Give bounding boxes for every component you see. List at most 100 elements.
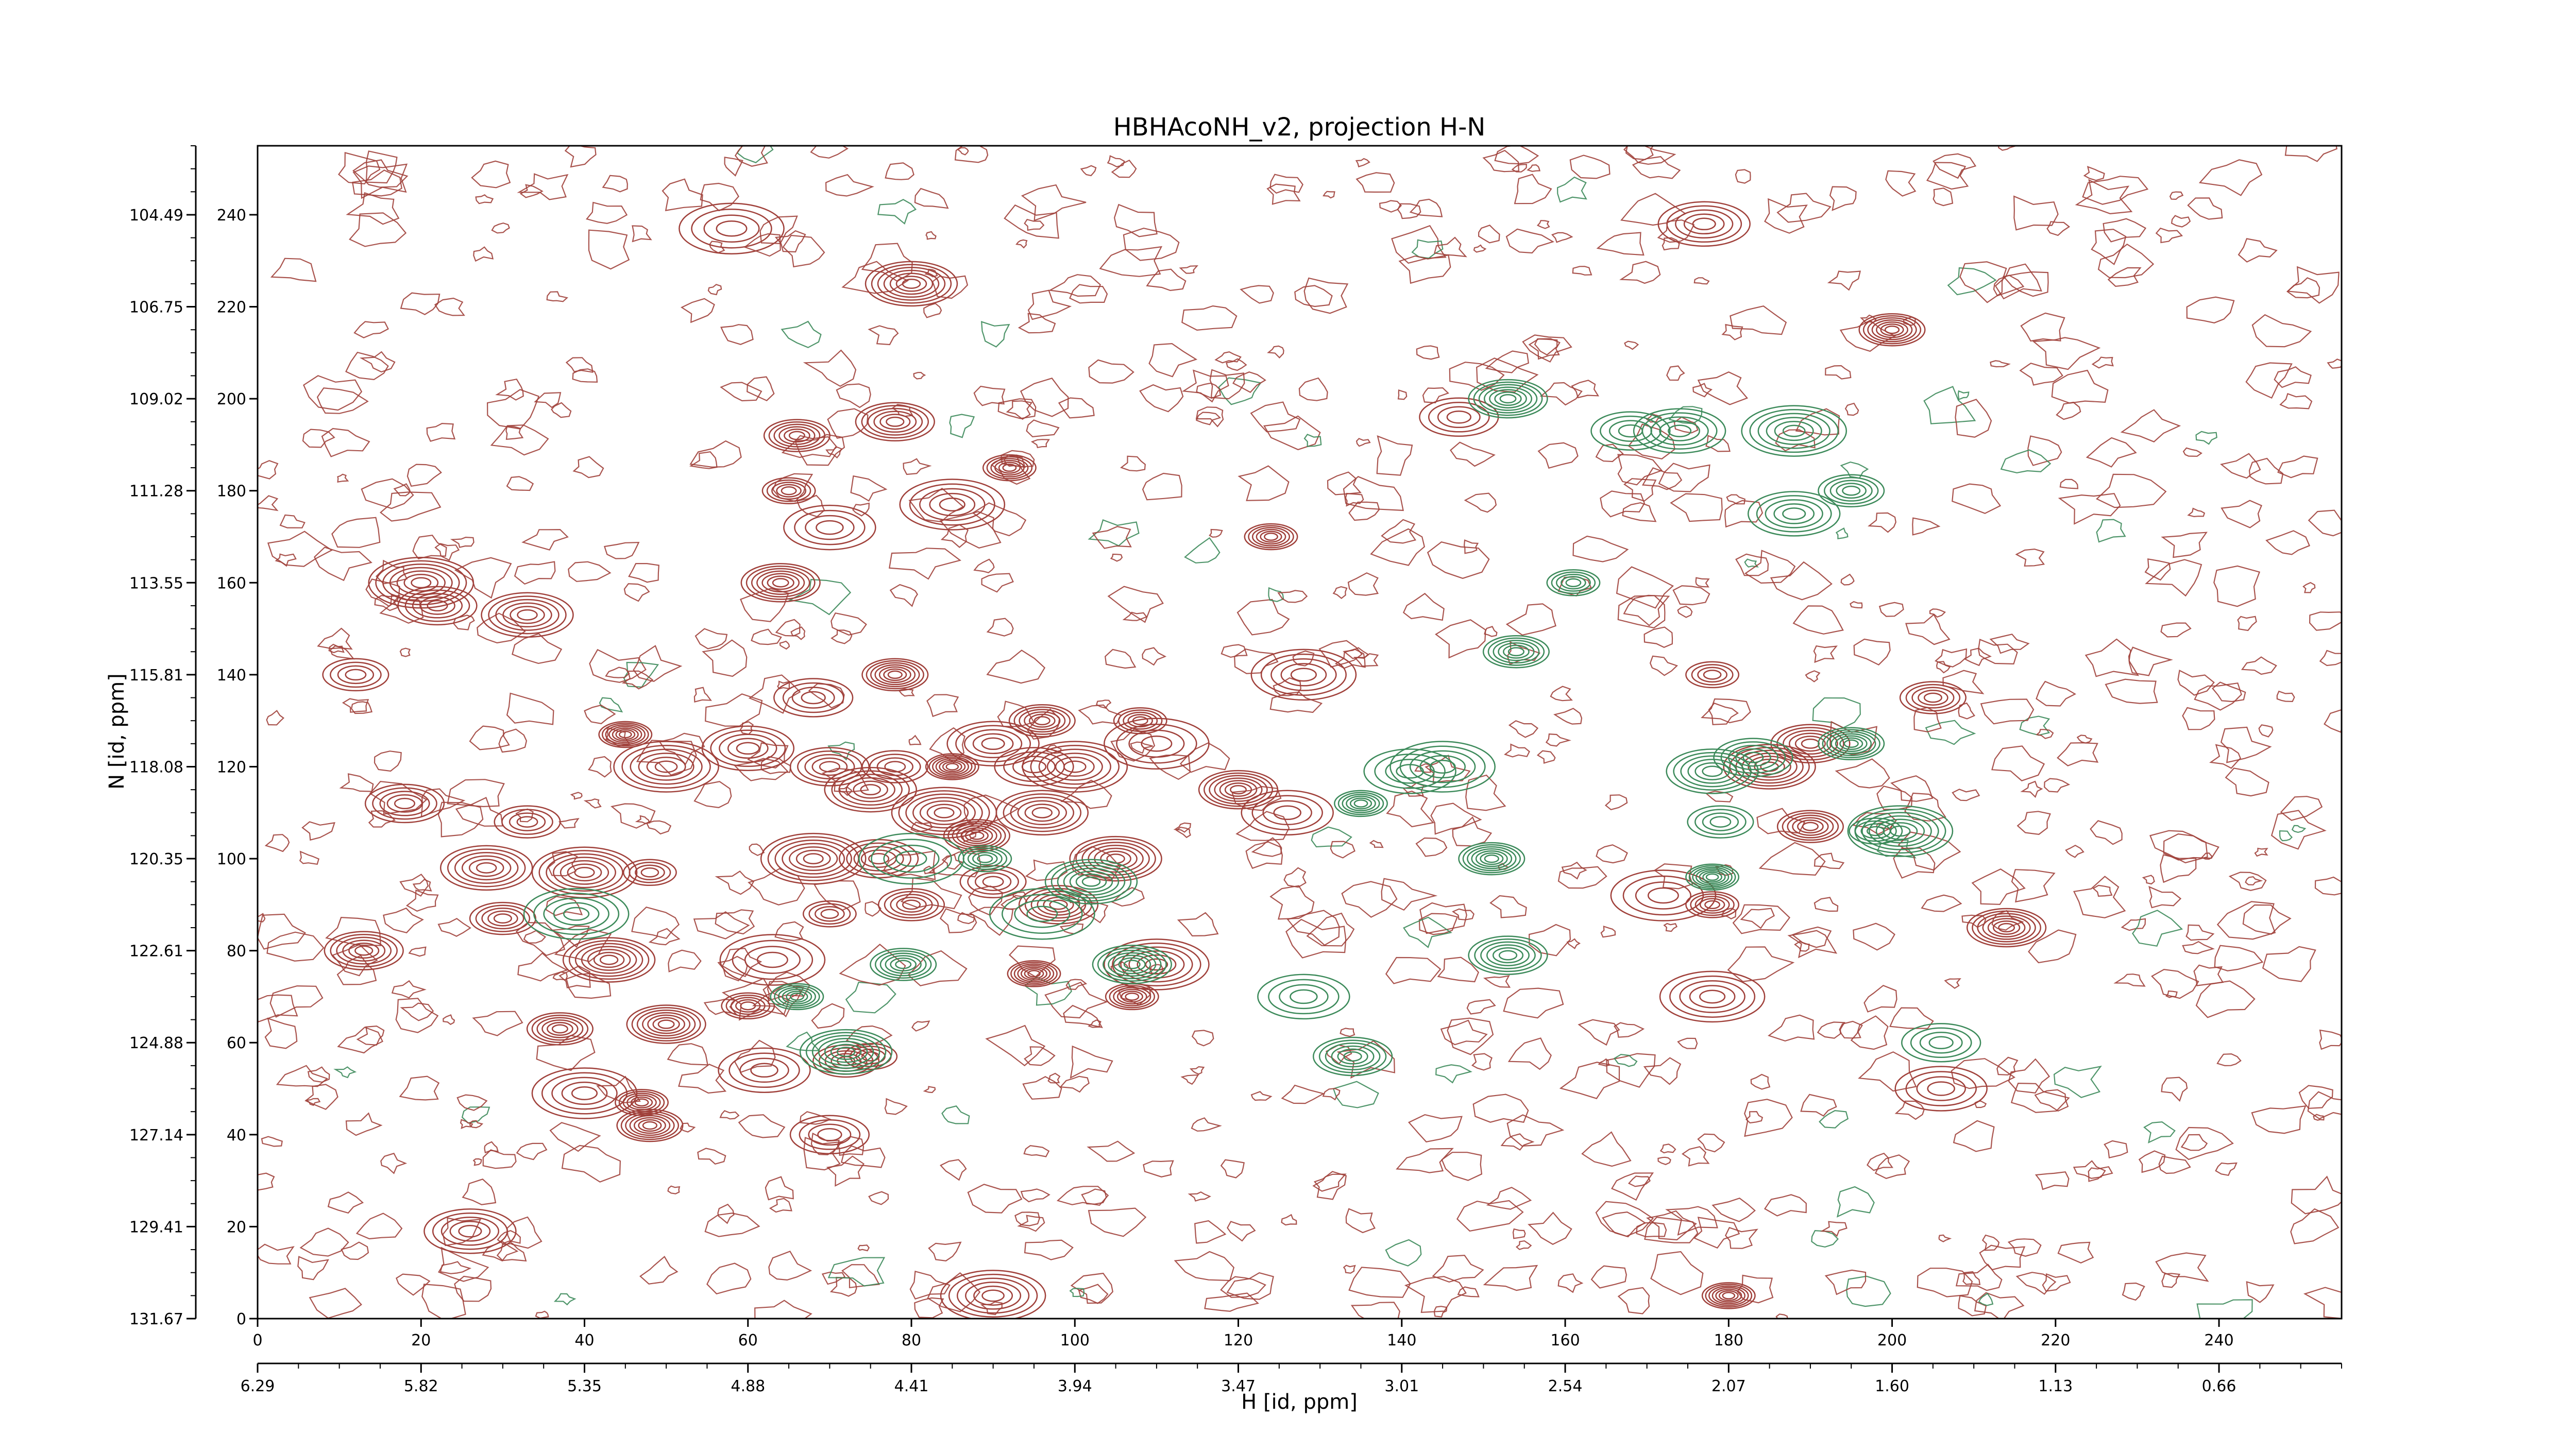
positive-noise-contour bbox=[1505, 228, 1555, 254]
positive-noise-contour bbox=[462, 1179, 497, 1205]
positive-peak bbox=[562, 937, 656, 983]
positive-noise-contour bbox=[2121, 918, 2146, 931]
positive-noise-contour bbox=[1402, 592, 1445, 621]
positive-noise-contour bbox=[1839, 1020, 1863, 1039]
positive-noise-contour bbox=[337, 1027, 383, 1054]
positive-noise-contour bbox=[1791, 926, 1832, 948]
positive-noise-contour bbox=[1404, 1276, 1467, 1313]
positive-noise-contour bbox=[868, 325, 899, 346]
negative-noise-contour bbox=[1435, 1064, 1472, 1084]
positive-noise-contour bbox=[2027, 435, 2062, 466]
positive-peak bbox=[423, 1208, 517, 1254]
positive-noise-contour bbox=[437, 918, 471, 937]
positive-noise-contour bbox=[258, 460, 279, 480]
positive-noise-contour bbox=[1422, 387, 1449, 404]
positive-noise-contour bbox=[1059, 1076, 1090, 1093]
positive-noise-contour bbox=[2142, 875, 2155, 885]
positive-noise-contour bbox=[346, 192, 400, 225]
positive-peak bbox=[324, 931, 404, 970]
positive-noise-contour bbox=[2182, 941, 2215, 954]
positive-noise-contour bbox=[2319, 1029, 2342, 1050]
positive-noise-contour bbox=[2241, 656, 2277, 675]
positive-noise-contour bbox=[1590, 1265, 1627, 1289]
negative-noise-contour bbox=[949, 414, 975, 438]
positive-noise-contour bbox=[496, 1243, 527, 1262]
positive-noise-contour bbox=[923, 302, 942, 318]
positive-noise-contour bbox=[1814, 852, 1845, 869]
negative-peak bbox=[870, 948, 937, 981]
positive-noise-contour bbox=[1727, 946, 1795, 982]
positive-noise-contour bbox=[1456, 1200, 1524, 1232]
x-ppm-tick-label: 3.01 bbox=[1384, 1377, 1419, 1395]
positive-noise-contour bbox=[2138, 1150, 2166, 1173]
positive-noise-contour bbox=[400, 1002, 434, 1021]
positive-noise-contour bbox=[1281, 1084, 1325, 1104]
positive-noise-contour bbox=[1447, 1017, 1494, 1055]
positive-noise-contour bbox=[1595, 443, 1624, 463]
positive-noise-contour bbox=[1318, 640, 1363, 668]
positive-noise-contour bbox=[1123, 227, 1180, 261]
positive-noise-contour bbox=[821, 1271, 846, 1285]
positive-noise-contour bbox=[740, 588, 789, 622]
positive-peak bbox=[626, 1004, 706, 1044]
positive-noise-contour bbox=[2277, 455, 2318, 479]
positive-noise-contour bbox=[769, 1198, 792, 1213]
positive-noise-contour bbox=[1070, 1045, 1113, 1079]
positive-peak bbox=[760, 832, 867, 885]
positive-noise-contour bbox=[1267, 345, 1284, 359]
positive-noise-contour bbox=[1511, 164, 1527, 173]
negative-noise-contour bbox=[461, 1106, 490, 1124]
positive-noise-contour bbox=[380, 1152, 408, 1174]
negative-noise-contour bbox=[1311, 826, 1352, 848]
positive-noise-contour bbox=[1494, 146, 1539, 165]
positive-noise-contour bbox=[1020, 1188, 1050, 1203]
positive-noise-contour bbox=[826, 1155, 865, 1187]
positive-noise-contour bbox=[1179, 265, 1198, 274]
y-tick-label: 240 bbox=[217, 207, 246, 225]
positive-noise-contour bbox=[2177, 669, 2215, 696]
positive-noise-contour bbox=[1993, 275, 2025, 297]
positive-noise-contour bbox=[897, 688, 915, 697]
positive-noise-contour bbox=[1649, 655, 1679, 676]
positive-noise-contour bbox=[1672, 585, 1710, 606]
positive-noise-contour bbox=[702, 639, 748, 677]
positive-noise-contour bbox=[838, 786, 853, 796]
plot-frame bbox=[257, 145, 2343, 1320]
positive-noise-contour bbox=[1695, 577, 1710, 588]
positive-noise-contour bbox=[1665, 1206, 1718, 1236]
positive-noise-contour bbox=[1022, 1076, 1062, 1100]
positive-noise-contour bbox=[2034, 1089, 2069, 1112]
negative-peak bbox=[1458, 842, 1526, 876]
x-tick-label: 140 bbox=[1387, 1331, 1416, 1350]
positive-noise-contour bbox=[928, 851, 981, 878]
positive-noise-contour bbox=[825, 174, 874, 197]
positive-noise-contour bbox=[1023, 1145, 1050, 1157]
positive-noise-contour bbox=[907, 950, 968, 986]
positive-noise-contour bbox=[1602, 1211, 1646, 1238]
positive-noise-contour bbox=[2220, 453, 2261, 479]
positive-noise-contour bbox=[1397, 389, 1408, 400]
positive-noise-contour bbox=[700, 182, 739, 212]
positive-noise-contour bbox=[1415, 837, 1448, 857]
positive-noise-contour bbox=[2175, 1126, 2234, 1160]
positive-noise-contour bbox=[331, 517, 381, 548]
negative-noise-contour bbox=[980, 321, 1010, 348]
negative-peak bbox=[1312, 1036, 1393, 1077]
positive-noise-contour bbox=[546, 291, 569, 302]
negative-noise-contour bbox=[1835, 527, 1849, 539]
peak-contours bbox=[322, 201, 2047, 1319]
positive-noise-contour bbox=[957, 147, 969, 156]
positive-noise-contour bbox=[754, 1300, 812, 1319]
positive-noise-contour bbox=[1427, 541, 1490, 579]
negative-noise-contour bbox=[1303, 434, 1322, 447]
positive-noise-contour bbox=[1220, 1159, 1245, 1179]
positive-noise-contour bbox=[759, 215, 798, 245]
positive-noise-contour bbox=[693, 687, 712, 703]
negative-peak bbox=[1468, 379, 1548, 419]
positive-peak bbox=[1069, 835, 1162, 882]
negative-peak bbox=[770, 983, 824, 1011]
positive-peak bbox=[615, 1089, 669, 1116]
y-ppm-tick-label: 120.35 bbox=[129, 850, 183, 868]
positive-noise-contour bbox=[957, 912, 975, 925]
